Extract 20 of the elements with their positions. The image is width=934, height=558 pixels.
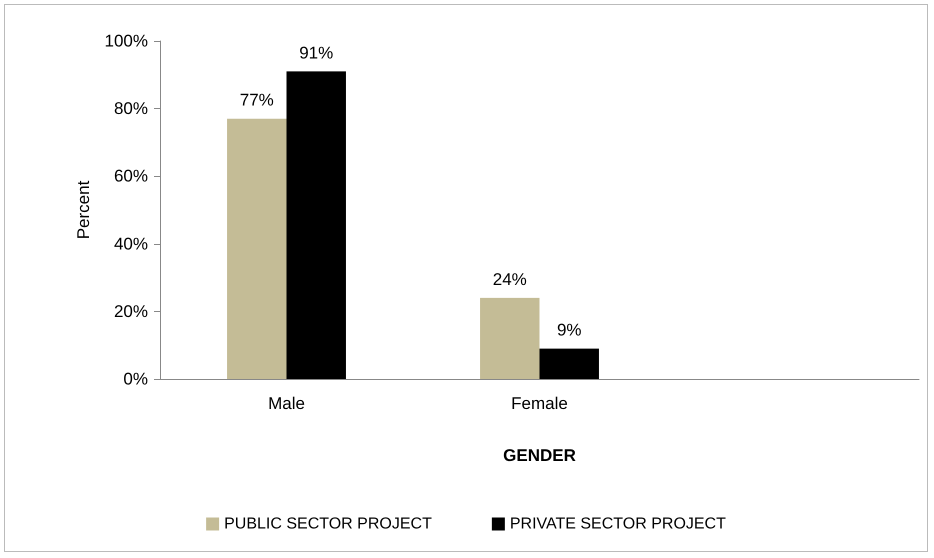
y-tick-label: 20%: [114, 302, 148, 321]
y-tick-label: 100%: [104, 32, 148, 50]
legend-label: PUBLIC SECTOR PROJECT: [224, 516, 432, 532]
bar: [286, 71, 346, 379]
y-tick-label: 0%: [123, 370, 148, 388]
data-label: 24%: [492, 270, 527, 289]
bar: [540, 348, 599, 379]
legend-label: PRIVATE SECTOR PROJECT: [510, 516, 726, 532]
bar: [227, 118, 286, 379]
x-axis-title: GENDER: [503, 446, 576, 465]
x-tick-label: Female: [511, 394, 568, 413]
data-label: 9%: [556, 320, 582, 340]
x-tick-label: Male: [268, 394, 305, 413]
bar: [480, 298, 540, 379]
y-tick-label: 80%: [114, 99, 148, 118]
y-tick-label: 40%: [114, 234, 148, 254]
y-axis-title: Percent: [74, 180, 93, 240]
data-label: 77%: [240, 90, 274, 110]
data-label: 91%: [299, 43, 334, 62]
y-tick-label: 60%: [114, 166, 148, 186]
